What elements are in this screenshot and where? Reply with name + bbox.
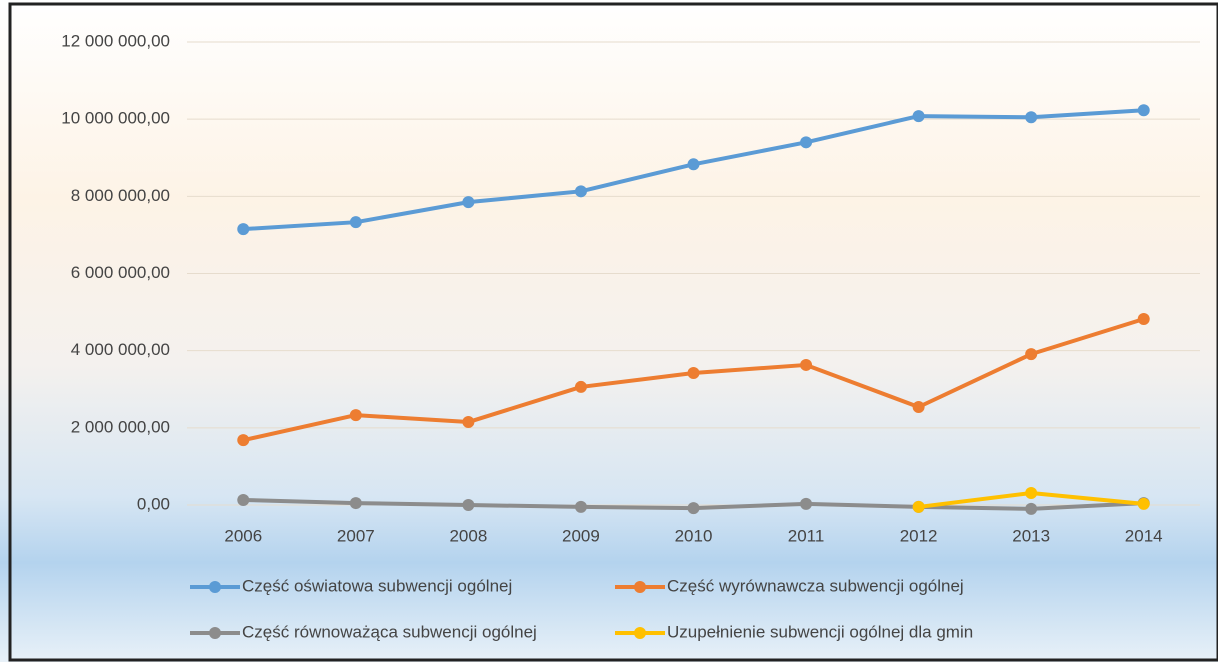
legend-label: Część wyrównawcza subwencji ogólnej (667, 576, 964, 595)
point (1137, 497, 1150, 510)
x-tick-label: 2009 (562, 526, 600, 545)
point (1025, 111, 1038, 124)
point (237, 434, 250, 447)
point (800, 136, 813, 149)
point (462, 499, 475, 511)
point (462, 416, 475, 429)
y-tick-label: 4 000 000,00 (71, 340, 170, 359)
x-tick-label: 2013 (1012, 526, 1050, 545)
point (912, 400, 925, 413)
point (574, 380, 587, 393)
point (462, 196, 475, 209)
x-tick-label: 2014 (1125, 526, 1163, 545)
y-tick-label: 10 000 000,00 (61, 109, 170, 128)
point (800, 358, 813, 371)
frame (8, 2, 1218, 662)
x-tick-label: 2008 (449, 526, 487, 545)
point (237, 493, 250, 506)
point (1025, 502, 1038, 515)
point (800, 497, 813, 510)
y-tick-label: 8 000 000,00 (71, 186, 170, 205)
point (237, 223, 250, 236)
point (349, 497, 362, 510)
point (687, 502, 700, 515)
x-tick-label: 2011 (788, 526, 825, 545)
x-tick-label: 2007 (337, 526, 375, 545)
legend-label: Uzupełnienie subwencji ogólnej dla gmin (667, 622, 973, 641)
x-tick-label: 2006 (224, 526, 262, 545)
point (687, 367, 700, 380)
point (1137, 313, 1150, 326)
y-tick-label: 2 000 000,00 (71, 417, 170, 436)
legend-label: Część równoważąca subwencji ogólnej (242, 622, 537, 641)
point (912, 110, 925, 123)
legend-marker (209, 627, 221, 639)
x-tick-label: 2010 (675, 526, 713, 545)
point (349, 409, 362, 422)
x-tick-label: 2012 (900, 526, 938, 545)
legend-marker (634, 627, 646, 639)
point (1137, 104, 1150, 117)
y-tick-label: 12 000 000,00 (61, 31, 170, 50)
point (574, 500, 587, 513)
point (574, 185, 587, 198)
point (912, 500, 925, 513)
y-tick-label: 6 000 000,00 (71, 263, 170, 282)
point (687, 158, 700, 171)
legend-label: Część oświatowa subwencji ogólnej (242, 576, 512, 595)
point (1025, 348, 1038, 361)
y-tick-label: 0,00 (137, 494, 170, 513)
point (349, 216, 362, 229)
legend-marker (209, 581, 221, 593)
point (1025, 487, 1038, 500)
legend-marker (634, 581, 646, 593)
